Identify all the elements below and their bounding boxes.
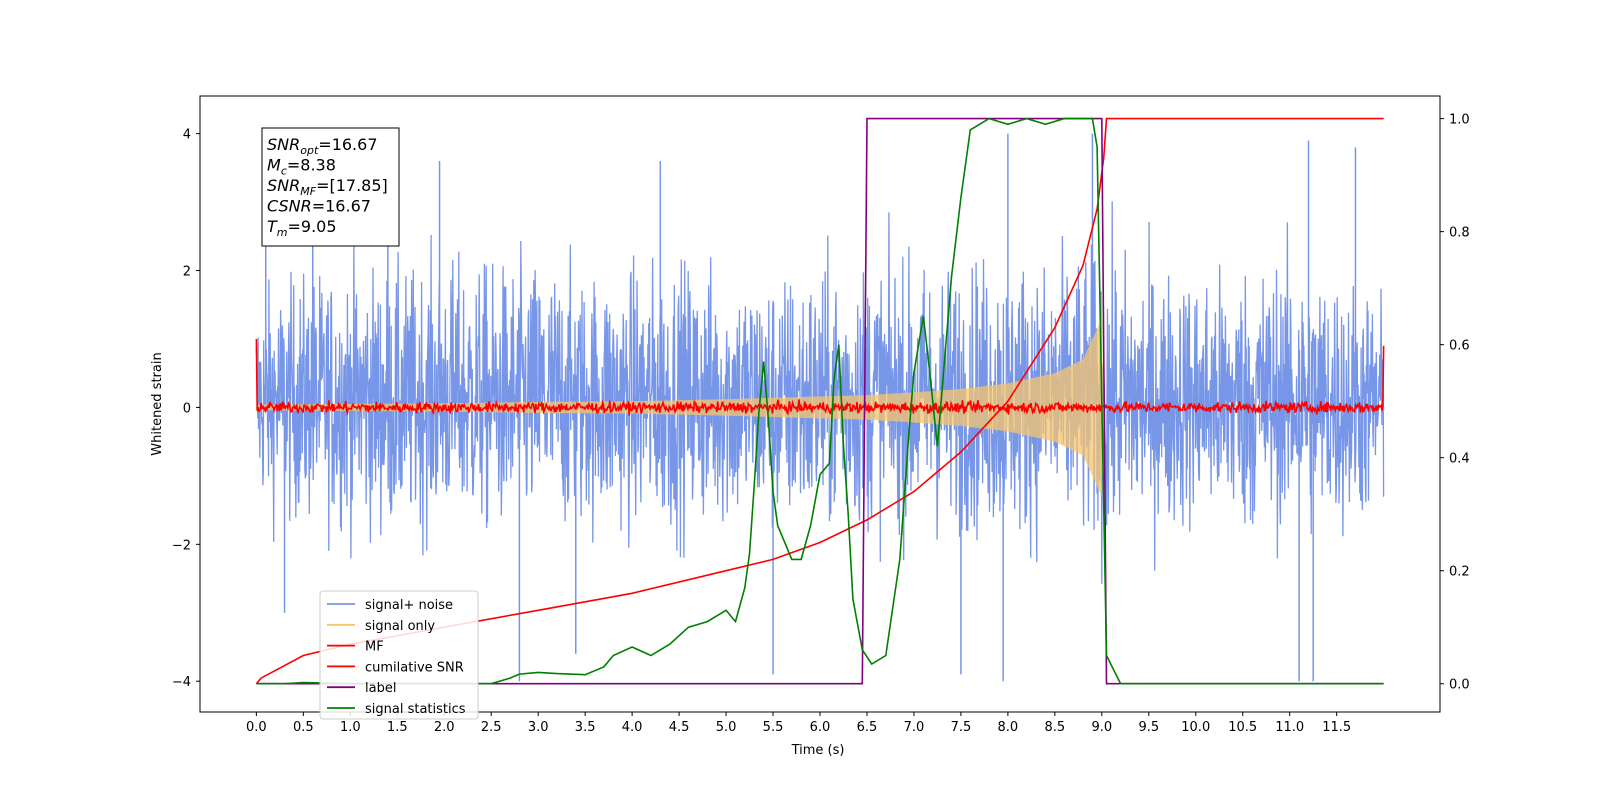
x-tick-label: 2.5 (481, 720, 502, 735)
x-tick-label: 0.0 (246, 720, 267, 735)
annotation-line: Tm=9.05 (267, 217, 337, 239)
legend-frame (319, 590, 479, 720)
axes-layer: 0.0 0.5 1.0 1.5 2.0 2.5 3.0 3.5 4.0 4.5 5.0 5.5 6.0 6… (172, 113, 1470, 735)
x-tick-label: 1.0 (340, 720, 361, 735)
annotation-box: SNRopt=16.67Mc=8.38SNRMF=[17.85]CSNR=16.… (261, 127, 400, 247)
y2-tick-label: 0.2 (1449, 565, 1470, 580)
legend-entry: MF (365, 640, 384, 655)
x-tick-label: 5.0 (716, 720, 737, 735)
x-tick-label: 9.0 (1091, 720, 1112, 735)
y-tick-label: 4 (183, 128, 191, 143)
legend-entry: signal+ noise (365, 598, 453, 613)
x-tick-label: 10.5 (1228, 720, 1257, 735)
y2-tick-label: 0.0 (1449, 678, 1470, 693)
legend: signal+ noise signal only MF cumilative SNR… (319, 590, 479, 720)
x-tick-label: 6.5 (857, 720, 878, 735)
y-tick-label: 2 (183, 265, 191, 280)
y2-tick-label: 0.6 (1449, 339, 1470, 354)
annotation-line: SNRMF=[17.85] (267, 176, 388, 198)
series-mf-line (255, 338, 1385, 416)
annotation-line: CSNR=16.67 (267, 197, 371, 216)
x-tick-label: 3.0 (528, 720, 549, 735)
x-tick-label: 2.0 (434, 720, 455, 735)
x-tick-label: 0.5 (293, 720, 314, 735)
x-tick-label: 8.0 (998, 720, 1019, 735)
x-tick-label: 8.5 (1045, 720, 1066, 735)
x-tick-label: 6.0 (810, 720, 831, 735)
annotation-frame (261, 127, 400, 247)
annotation-line: SNRopt=16.67 (267, 135, 378, 157)
legend-entry: signal statistics (365, 702, 466, 717)
x-tick-label: 7.5 (951, 720, 972, 735)
series-signal-statistics-line (256, 117, 1384, 685)
y2-tick-label: 0.4 (1449, 452, 1470, 467)
x-tick-label: 11.5 (1322, 720, 1351, 735)
y-tick-label: −4 (172, 675, 191, 690)
x-axis-label: Time (s) (791, 743, 845, 758)
annotation-line: Mc=8.38 (267, 156, 336, 178)
x-tick-label: 1.5 (387, 720, 408, 735)
y-axis-label: Whitened strain (150, 352, 165, 455)
y-tick-label: 0 (183, 401, 191, 416)
x-tick-label: 10.0 (1181, 720, 1210, 735)
legend-entry: signal only (365, 619, 435, 634)
legend-entry: cumilative SNR (365, 660, 464, 675)
y2-tick-label: 0.8 (1449, 226, 1470, 241)
x-tick-label: 4.0 (622, 720, 643, 735)
x-tick-label: 7.0 (904, 720, 925, 735)
x-tick-label: 11.0 (1275, 720, 1304, 735)
y2-tick-label: 1.0 (1449, 113, 1470, 128)
x-tick-label: 4.5 (669, 720, 690, 735)
x-tick-label: 5.5 (763, 720, 784, 735)
legend-entry: label (365, 681, 396, 696)
y-tick-label: −2 (172, 538, 191, 553)
x-tick-label: 9.5 (1138, 720, 1159, 735)
x-tick-label: 3.5 (575, 720, 596, 735)
